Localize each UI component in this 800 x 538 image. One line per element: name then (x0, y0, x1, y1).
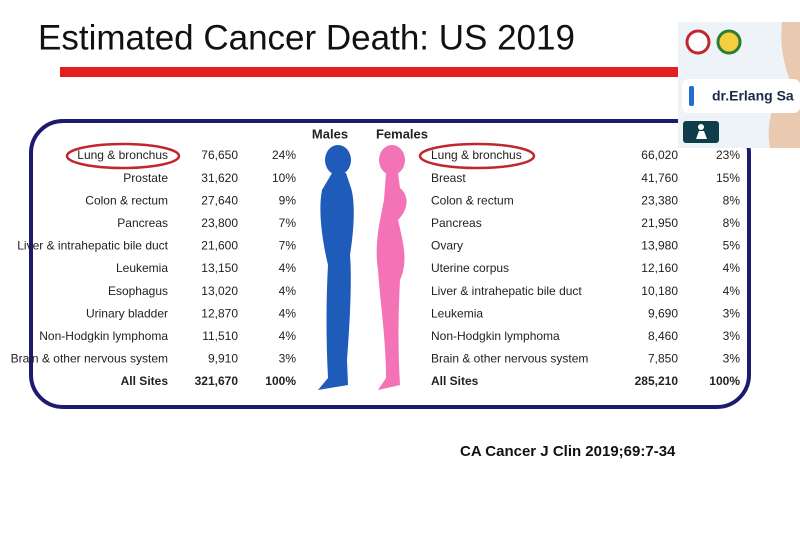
males-site: Colon & rectum (85, 193, 168, 207)
females-percent: 5% (723, 239, 741, 253)
males-percent: 7% (279, 239, 297, 253)
males-percent: 4% (279, 261, 297, 275)
females-site: Ovary (431, 239, 463, 253)
pin-icon (696, 131, 707, 139)
females-deaths: 285,210 (635, 374, 679, 388)
females-percent: 3% (723, 329, 741, 343)
females-site: Lung & bronchus (431, 148, 522, 162)
females-site: Colon & rectum (431, 193, 514, 207)
females-percent: 23% (716, 148, 740, 162)
table-frame (29, 119, 751, 409)
females-site: Pancreas (431, 216, 482, 230)
name-bar (682, 79, 800, 113)
females-header: Females (376, 126, 428, 141)
males-site: Brain & other nervous system (11, 352, 168, 366)
females-deaths: 41,760 (641, 171, 678, 185)
males-percent: 4% (279, 284, 297, 298)
males-site: Prostate (123, 171, 168, 185)
highlight-ellipse (65, 142, 181, 170)
females-deaths: 12,160 (641, 261, 678, 275)
males-deaths: 13,150 (201, 261, 238, 275)
females-deaths: 13,980 (641, 239, 678, 253)
males-site: Esophagus (108, 284, 168, 298)
participant-face (768, 22, 800, 148)
female-silhouette (376, 145, 407, 390)
males-site: Liver & intrahepatic bile duct (17, 239, 168, 253)
males-percent: 24% (272, 148, 296, 162)
females-percent: 3% (723, 352, 741, 366)
males-percent: 4% (279, 306, 297, 320)
females-site: Brain & other nervous system (431, 352, 588, 366)
males-deaths: 321,670 (195, 374, 239, 388)
males-site: Non-Hodgkin lymphoma (39, 329, 168, 343)
males-deaths: 9,910 (208, 352, 238, 366)
females-site: Uterine corpus (431, 261, 509, 275)
name-accent (689, 86, 694, 106)
males-percent: 10% (272, 171, 296, 185)
females-deaths: 9,690 (648, 306, 678, 320)
slide-title: Estimated Cancer Death: US 2019 (38, 18, 575, 57)
males-deaths: 27,640 (201, 193, 238, 207)
females-deaths: 8,460 (648, 329, 678, 343)
females-percent: 8% (723, 193, 741, 207)
females-site: Non-Hodgkin lymphoma (431, 329, 560, 343)
males-deaths: 23,800 (201, 216, 238, 230)
females-site: Leukemia (431, 306, 483, 320)
males-deaths: 76,650 (201, 148, 238, 162)
male-silhouette (318, 145, 354, 390)
males-deaths: 31,620 (201, 171, 238, 185)
males-percent: 7% (279, 216, 297, 230)
females-percent: 100% (709, 374, 740, 388)
females-site: All Sites (431, 374, 479, 388)
logo (716, 29, 742, 55)
males-site: All Sites (121, 374, 169, 388)
males-site: Pancreas (117, 216, 168, 230)
males-percent: 100% (265, 374, 296, 388)
males-deaths: 21,600 (201, 239, 238, 253)
citation: CA Cancer J Clin 2019;69:7-34 (460, 443, 676, 460)
males-header: Males (312, 126, 348, 141)
females-percent: 15% (716, 171, 740, 185)
males-percent: 4% (279, 329, 297, 343)
females-site: Liver & intrahepatic bile duct (431, 284, 582, 298)
males-deaths: 12,870 (201, 306, 238, 320)
males-deaths: 13,020 (201, 284, 238, 298)
males-percent: 3% (279, 352, 297, 366)
males-site: Urinary bladder (86, 306, 168, 320)
females-deaths: 7,850 (648, 352, 678, 366)
females-percent: 4% (723, 284, 741, 298)
females-deaths: 10,180 (641, 284, 678, 298)
females-percent: 3% (723, 306, 741, 320)
pin-icon (698, 124, 704, 130)
males-site: Lung & bronchus (77, 148, 168, 162)
males-deaths: 11,510 (202, 329, 238, 343)
females-deaths: 21,950 (641, 216, 678, 230)
video-tile: dr.Erlang Sa (678, 22, 800, 148)
females-percent: 8% (723, 216, 741, 230)
females-site: Breast (431, 171, 466, 185)
males-site: Leukemia (116, 261, 168, 275)
females-percent: 4% (723, 261, 741, 275)
title-underline (60, 67, 690, 77)
males-percent: 9% (279, 193, 297, 207)
females-deaths: 23,380 (641, 193, 678, 207)
females-deaths: 66,020 (641, 148, 678, 162)
logo (685, 29, 711, 55)
highlight-ellipse (418, 142, 536, 170)
participant-name: dr.Erlang Sa (712, 88, 794, 104)
